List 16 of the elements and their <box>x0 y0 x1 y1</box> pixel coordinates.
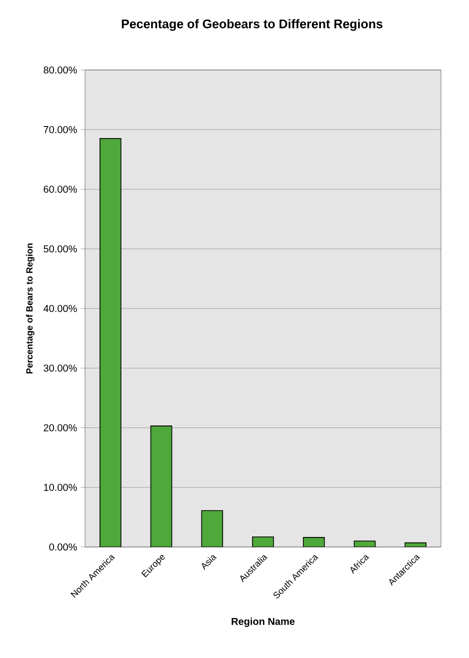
y-tick-label: 30.00% <box>44 364 77 372</box>
y-tick-label: 0.00% <box>49 543 77 551</box>
bar <box>150 426 172 547</box>
x-tick-label: Asia <box>202 555 217 570</box>
y-tick-label: 80.00% <box>44 66 77 74</box>
y-tick-label: 40.00% <box>44 304 77 312</box>
y-tick-label: 50.00% <box>44 245 77 252</box>
bar <box>100 138 122 547</box>
y-tick-label: 20.00% <box>44 424 77 432</box>
chart-title: Pecentage of Geobears to Different Regions <box>122 19 382 31</box>
y-tick-label: 70.00% <box>44 126 77 134</box>
y-tick-label: 10.00% <box>44 484 77 491</box>
y-axis-title: Percentage of Bears to Region <box>26 244 34 374</box>
x-axis-title: Region Name <box>232 618 295 627</box>
bar <box>201 510 224 547</box>
y-tick-label: 60.00% <box>44 186 77 193</box>
